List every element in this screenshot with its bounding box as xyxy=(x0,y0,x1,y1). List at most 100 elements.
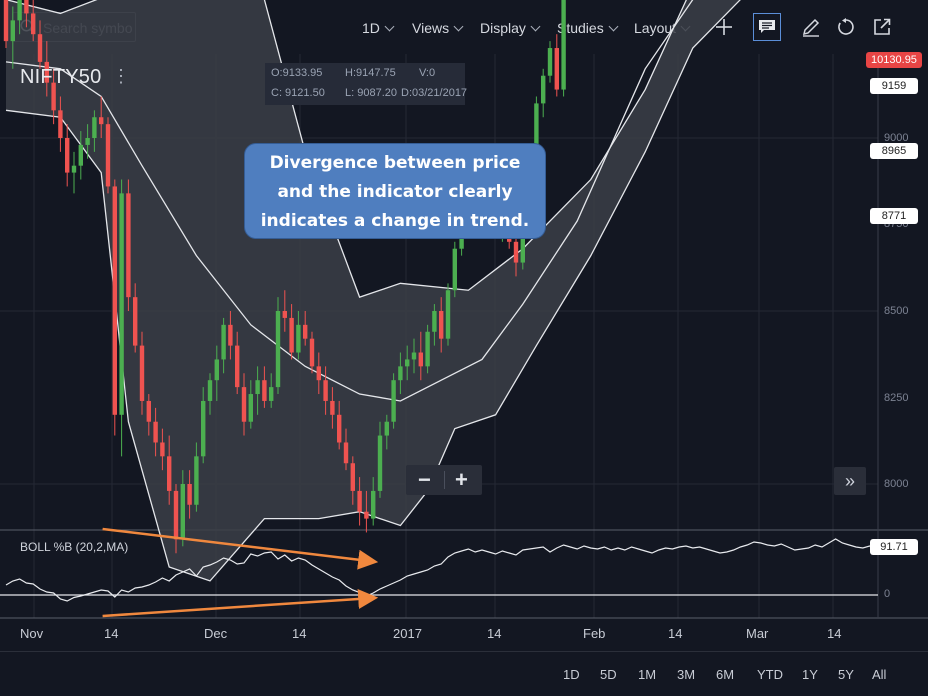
range-1y-button[interactable]: 1Y xyxy=(802,667,818,682)
candle-body xyxy=(105,124,111,187)
candle-body xyxy=(194,456,199,505)
x-tick-label: 14 xyxy=(104,626,119,641)
candle xyxy=(126,179,131,311)
add-button[interactable] xyxy=(710,12,738,42)
range-3m-button[interactable]: 3M xyxy=(677,667,696,682)
range-1d-button[interactable]: 1D xyxy=(563,667,580,682)
candle-body xyxy=(31,13,36,35)
annotation-line: indicates a change in trend. xyxy=(260,211,530,231)
candle xyxy=(51,68,56,125)
indicator-value-label: 91.71 xyxy=(870,539,918,555)
candle xyxy=(201,387,206,464)
candle xyxy=(228,311,233,360)
display-dropdown[interactable]: Display xyxy=(480,18,541,38)
candle-body xyxy=(24,0,29,14)
divergence-annotation: Divergence between price and the indicat… xyxy=(244,143,546,239)
candle xyxy=(92,110,97,152)
candle xyxy=(262,366,267,408)
candle-body xyxy=(534,103,539,159)
bollinger-band-fill xyxy=(6,0,741,581)
candle xyxy=(371,477,376,526)
candle xyxy=(24,0,29,28)
range-1m-button[interactable]: 1M xyxy=(638,667,657,682)
candle-body xyxy=(371,490,376,519)
candle-body xyxy=(153,421,158,443)
candle xyxy=(432,304,437,346)
candle xyxy=(153,407,158,457)
candle xyxy=(269,373,274,408)
candle-body xyxy=(85,138,90,145)
candle xyxy=(405,345,410,381)
views-dropdown[interactable]: Views xyxy=(412,18,464,38)
display-label: Display xyxy=(480,20,526,36)
candle xyxy=(330,387,335,429)
comment-button[interactable] xyxy=(753,13,781,41)
symbol-menu-icon[interactable]: ⋮ xyxy=(112,66,130,86)
range-ytd-button[interactable]: YTD xyxy=(757,667,783,682)
candle-body xyxy=(432,311,437,332)
candle xyxy=(248,380,253,429)
candle-body xyxy=(411,352,417,360)
candle xyxy=(221,317,226,374)
studies-dropdown[interactable]: Studies xyxy=(557,18,619,38)
candle-body xyxy=(44,61,49,83)
range-6m-button[interactable]: 6M xyxy=(716,667,735,682)
layout-dropdown[interactable]: Layout xyxy=(634,18,691,38)
candle-body xyxy=(269,387,274,401)
candle-body xyxy=(405,359,410,367)
candle xyxy=(541,68,546,118)
candle-body xyxy=(167,456,172,491)
indicator-name[interactable]: BOLL %B (20,2,MA) xyxy=(20,540,129,554)
zoom-in-button[interactable]: + xyxy=(455,467,468,492)
candle xyxy=(452,241,457,298)
pencil-icon xyxy=(802,18,820,37)
candle xyxy=(65,124,70,187)
candle xyxy=(194,442,199,512)
scroll-to-latest-button[interactable]: » xyxy=(834,467,866,495)
range-5d-button[interactable]: 5D xyxy=(600,667,617,682)
candle xyxy=(445,283,451,346)
candle-body xyxy=(384,421,389,436)
candle xyxy=(167,435,172,505)
candle xyxy=(337,400,342,450)
range-all-button[interactable]: All xyxy=(872,667,887,682)
interval-dropdown[interactable]: 1D xyxy=(362,18,395,38)
candle-body xyxy=(201,400,206,457)
zoom-controls: − + xyxy=(406,465,482,495)
candle xyxy=(99,96,104,138)
zoom-out-button[interactable]: − xyxy=(418,467,431,492)
popout-button[interactable] xyxy=(868,12,896,42)
ohlc-open: O:9133.95 xyxy=(271,67,323,79)
candle xyxy=(364,490,369,533)
candle xyxy=(180,470,185,547)
candle xyxy=(350,456,355,505)
candle xyxy=(303,311,308,346)
x-tick-label: 14 xyxy=(827,626,842,641)
draw-button[interactable] xyxy=(797,12,825,42)
candle-body xyxy=(350,463,355,491)
candle xyxy=(439,297,444,353)
candle-body xyxy=(547,48,553,76)
reset-button[interactable] xyxy=(832,12,860,42)
lower-band-label: 8771 xyxy=(870,208,918,224)
zoom-divider xyxy=(444,471,445,489)
plus-icon xyxy=(716,19,732,35)
candle-body xyxy=(51,82,56,111)
candle-body xyxy=(228,324,233,346)
y-tick-label: 8250 xyxy=(884,392,909,404)
price-divergence-arrow xyxy=(102,527,379,570)
candle-body xyxy=(180,484,185,540)
symbol-name[interactable]: NIFTY50 xyxy=(20,66,102,88)
y-tick-label: 8000 xyxy=(884,478,909,490)
candle-body xyxy=(554,48,559,90)
candle-body xyxy=(296,324,301,353)
candle xyxy=(214,345,219,401)
x-tick-label: 14 xyxy=(487,626,502,641)
candle-body xyxy=(112,186,117,415)
range-5y-button[interactable]: 5Y xyxy=(838,667,854,682)
candle-body xyxy=(262,380,267,401)
candle-body xyxy=(452,248,457,291)
candle-body xyxy=(139,345,145,401)
candle-body xyxy=(513,241,519,263)
candle-body xyxy=(439,311,444,339)
